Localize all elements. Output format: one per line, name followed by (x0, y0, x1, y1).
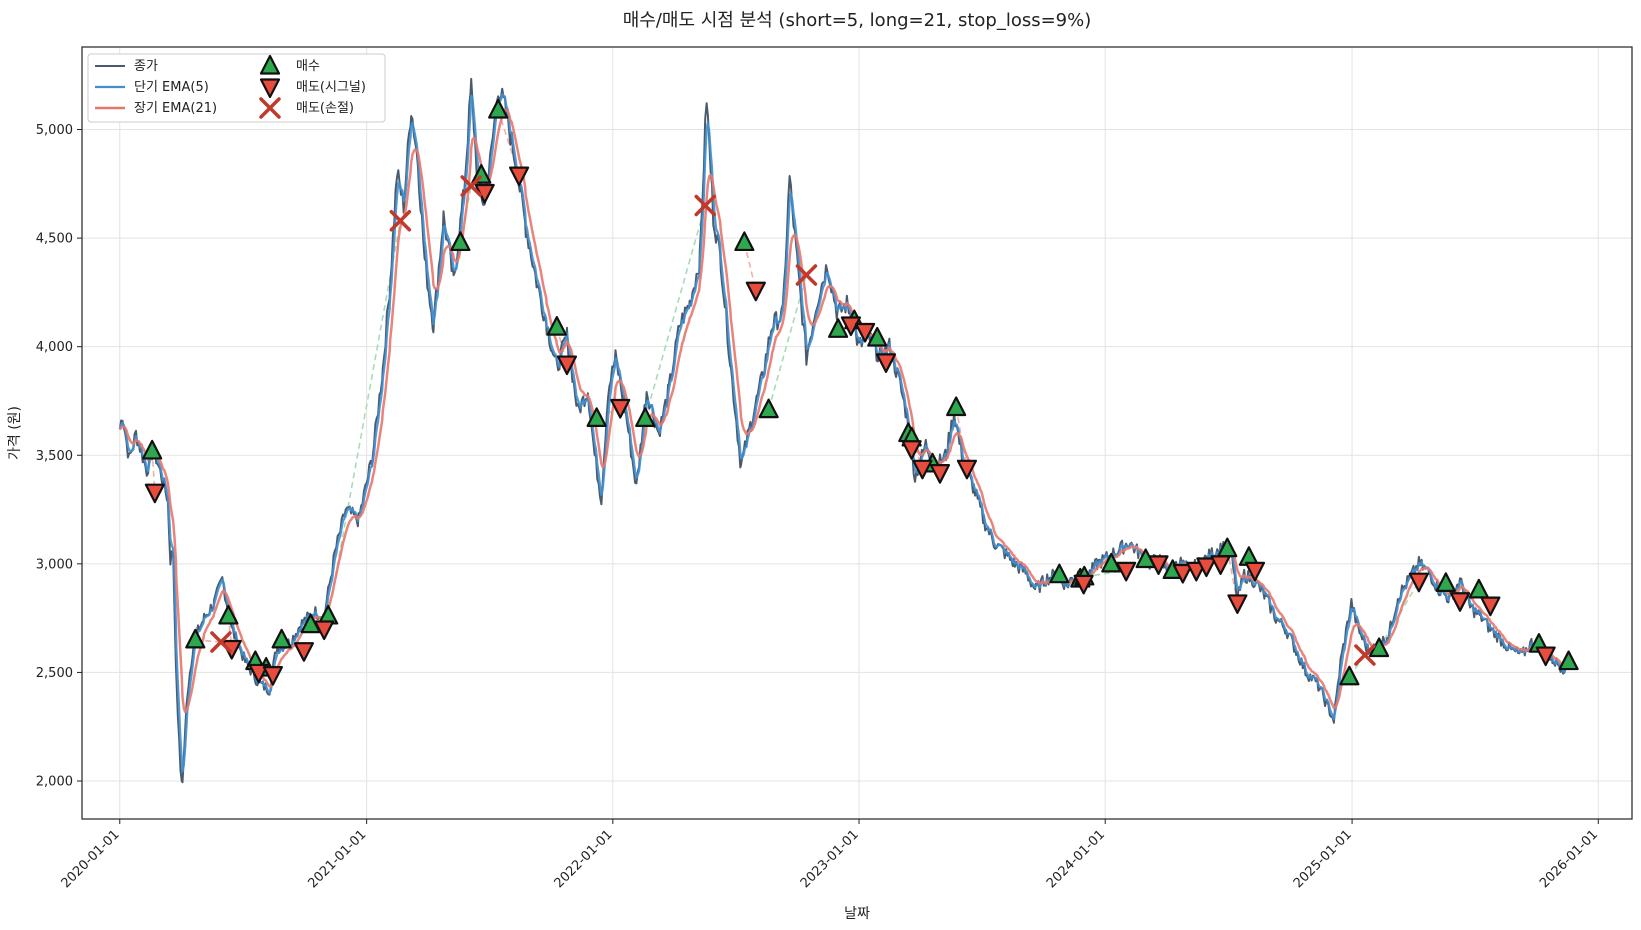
stop-loss-stroke (795, 264, 818, 286)
buy-marker (828, 318, 849, 338)
buy-marker (946, 396, 967, 417)
x-axis-title: 날짜 (844, 906, 870, 922)
stop-loss-marker (389, 209, 412, 232)
y-tick-label: 3,000 (36, 557, 73, 572)
sell-marker (1073, 574, 1094, 595)
grid-lines (82, 47, 1632, 819)
legend-label-buy: 매수 (296, 59, 320, 74)
stop-loss-marker (795, 264, 818, 286)
buy-marker (218, 604, 239, 625)
sell-marker (854, 322, 876, 343)
y-axis-title: 가격 (원) (7, 406, 23, 460)
legend-label-ema-short: 단기 EMA(5) (134, 80, 209, 95)
sell-marker (912, 459, 933, 480)
sell-marker (262, 665, 283, 686)
legend-stop-stroke (259, 97, 281, 119)
stop-loss-marker (460, 175, 482, 197)
buy-marker (185, 628, 206, 649)
y-axis: 2,000 2,500 3,000 3,500 4,000 4,500 5,000 (36, 123, 82, 789)
sell-marker (745, 281, 766, 302)
plot-area (81, 46, 1633, 820)
y-tick-label: 2,500 (36, 666, 73, 681)
sell-marker (1148, 555, 1169, 575)
stop-loss-stroke (210, 631, 232, 653)
trade-connector (767, 274, 808, 410)
legend: 종가 단기 EMA(5) 장기 EMA(21) 매수 매도(시그널) 매도(손절… (87, 53, 386, 123)
legend-label-stop-loss: 매도(손절) (296, 101, 354, 116)
legend-label-sell: 매도(시그널) (296, 80, 366, 95)
buy-marker (1558, 650, 1579, 671)
buy-marker (488, 98, 509, 119)
legend-marker-sell (259, 78, 281, 99)
buy-marker (142, 439, 163, 460)
sell-marker (956, 459, 978, 480)
sell-marker (610, 398, 631, 419)
legend-marker-buy (259, 54, 281, 75)
buy-marker (1435, 572, 1456, 592)
trade-connector (644, 205, 707, 419)
buy-marker (546, 316, 567, 336)
y-tick-label: 5,000 (36, 123, 73, 138)
legend-label-ema-long: 장기 EMA(21) (134, 101, 217, 116)
buy-marker (758, 398, 779, 419)
sell-marker (875, 353, 897, 373)
stop-loss-stroke (694, 194, 716, 217)
signal-markers (142, 98, 1579, 686)
sell-marker (1116, 561, 1137, 582)
buy-marker (1468, 578, 1489, 599)
series-line-ema-long (118, 108, 1571, 714)
buy-marker (1339, 665, 1360, 686)
legend-box (87, 53, 386, 123)
sell-marker (1480, 596, 1501, 617)
plot-background (82, 47, 1632, 819)
buy-marker (1101, 552, 1122, 573)
y-tick-label: 3,500 (36, 449, 73, 464)
sell-marker (1196, 557, 1217, 578)
sell-marker (901, 440, 922, 460)
sell-marker (1172, 563, 1193, 584)
sell-marker (840, 316, 862, 337)
legend-label-close: 종가 (134, 59, 158, 74)
buy-marker (867, 326, 888, 347)
buy-marker (734, 231, 755, 252)
sell-marker (1535, 646, 1556, 667)
trade-connector (327, 220, 402, 617)
y-tick-label: 2,000 (36, 774, 73, 789)
legend-buy-triangle (259, 54, 281, 75)
stop-loss-marker (694, 194, 716, 217)
buy-marker (586, 407, 607, 427)
legend-sell-triangle (259, 78, 281, 99)
stop-loss-marker (1354, 644, 1376, 666)
sell-marker (1449, 592, 1471, 612)
trade-connector (1378, 580, 1420, 649)
stop-loss-stroke (1354, 644, 1376, 666)
price-series (118, 77, 1571, 784)
buy-marker (271, 628, 292, 649)
stop-loss-stroke (389, 209, 412, 232)
sell-marker (1408, 572, 1429, 593)
stop-loss-marker (210, 631, 232, 653)
buy-marker (1049, 563, 1070, 584)
y-tick-label: 4,500 (36, 232, 73, 247)
legend-marker-stop-loss (259, 97, 281, 119)
y-tick-label: 4,000 (36, 340, 73, 355)
buy-marker (450, 231, 471, 252)
sell-marker (144, 483, 165, 504)
sell-marker (1244, 561, 1266, 582)
sell-marker (1227, 594, 1248, 615)
sell-marker (556, 355, 578, 376)
sell-marker (314, 620, 335, 641)
sell-marker (508, 166, 530, 187)
sell-marker (248, 663, 269, 684)
sell-marker (1210, 555, 1231, 575)
plot-frame (81, 46, 1633, 820)
sell-marker (929, 464, 951, 484)
buy-marker (635, 407, 656, 427)
stop-loss-stroke (460, 175, 482, 197)
chart-title: 매수/매도 시점 분석 (short=5, long=21, stop_loss… (623, 10, 1092, 31)
sell-marker (293, 642, 315, 662)
